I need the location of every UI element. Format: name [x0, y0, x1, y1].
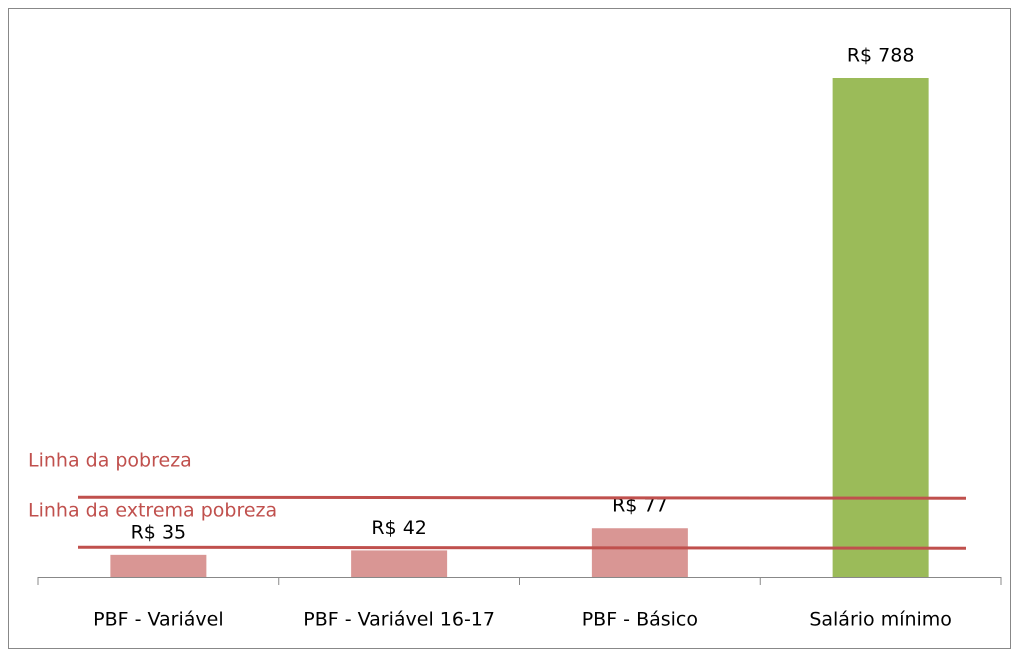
data-label: R$ 788 [847, 45, 915, 67]
x-tick-label: PBF - Variável 16-17 [303, 609, 495, 631]
bar [832, 78, 929, 577]
bar [110, 554, 207, 577]
x-tick-label: PBF - Básico [582, 609, 698, 631]
reference-line [77, 545, 967, 550]
bar [351, 550, 448, 577]
bar [591, 528, 688, 577]
reference-line [77, 495, 967, 500]
data-label: R$ 42 [371, 517, 427, 539]
reference-label: Linha da pobreza [28, 450, 192, 472]
data-label: R$ 35 [131, 521, 187, 543]
x-tick-label: Salário mínimo [809, 609, 952, 631]
data-label: R$ 77 [612, 495, 668, 517]
reference-label: Linha da extrema pobreza [28, 500, 277, 522]
x-tick-label: PBF - Variável [93, 609, 223, 631]
